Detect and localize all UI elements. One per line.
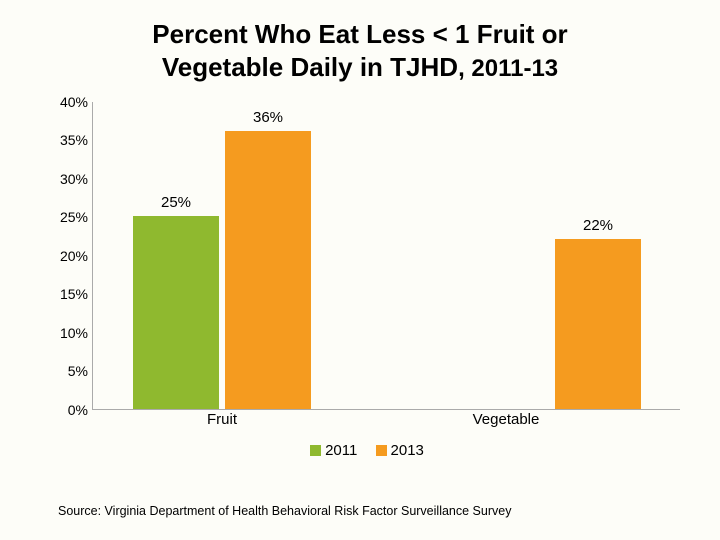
plot: 25%36%Fruit22%Vegetable [92,102,680,410]
title-line2a: Vegetable Daily in TJHD [162,52,458,82]
bar-value-label: 36% [225,109,311,126]
legend-label-2013: 2013 [391,442,424,459]
y-tick-label: 35% [40,132,88,148]
x-category-label: Vegetable [463,411,549,428]
legend: 2011 2013 [28,442,692,459]
legend-swatch-2011 [310,445,321,456]
legend-label-2011: 2011 [325,442,357,459]
y-tick-label: 10% [40,325,88,341]
bar: 36% [225,131,311,408]
x-category-label: Fruit [133,411,311,428]
y-tick-label: 30% [40,171,88,187]
source-text: Source: Virginia Department of Health Be… [58,504,511,518]
bar: 25% [133,216,219,409]
y-tick-label: 5% [40,363,88,379]
y-tick-label: 0% [40,402,88,418]
slide: Percent Who Eat Less < 1 Fruit or Vegeta… [0,0,720,540]
bar: 22% [555,239,641,408]
y-tick-label: 15% [40,286,88,302]
bar-value-label: 25% [133,194,219,211]
y-tick-label: 25% [40,209,88,225]
chart-area: 25%36%Fruit22%Vegetable 0%5%10%15%20%25%… [40,102,680,432]
y-tick-label: 40% [40,94,88,110]
title-line1: Percent Who Eat Less < 1 Fruit or [152,19,567,49]
chart-title: Percent Who Eat Less < 1 Fruit or Vegeta… [38,18,682,84]
title-line2b: , 2011-13 [458,55,558,82]
y-tick-label: 20% [40,248,88,264]
legend-swatch-2013 [376,445,387,456]
bar-value-label: 22% [555,217,641,234]
